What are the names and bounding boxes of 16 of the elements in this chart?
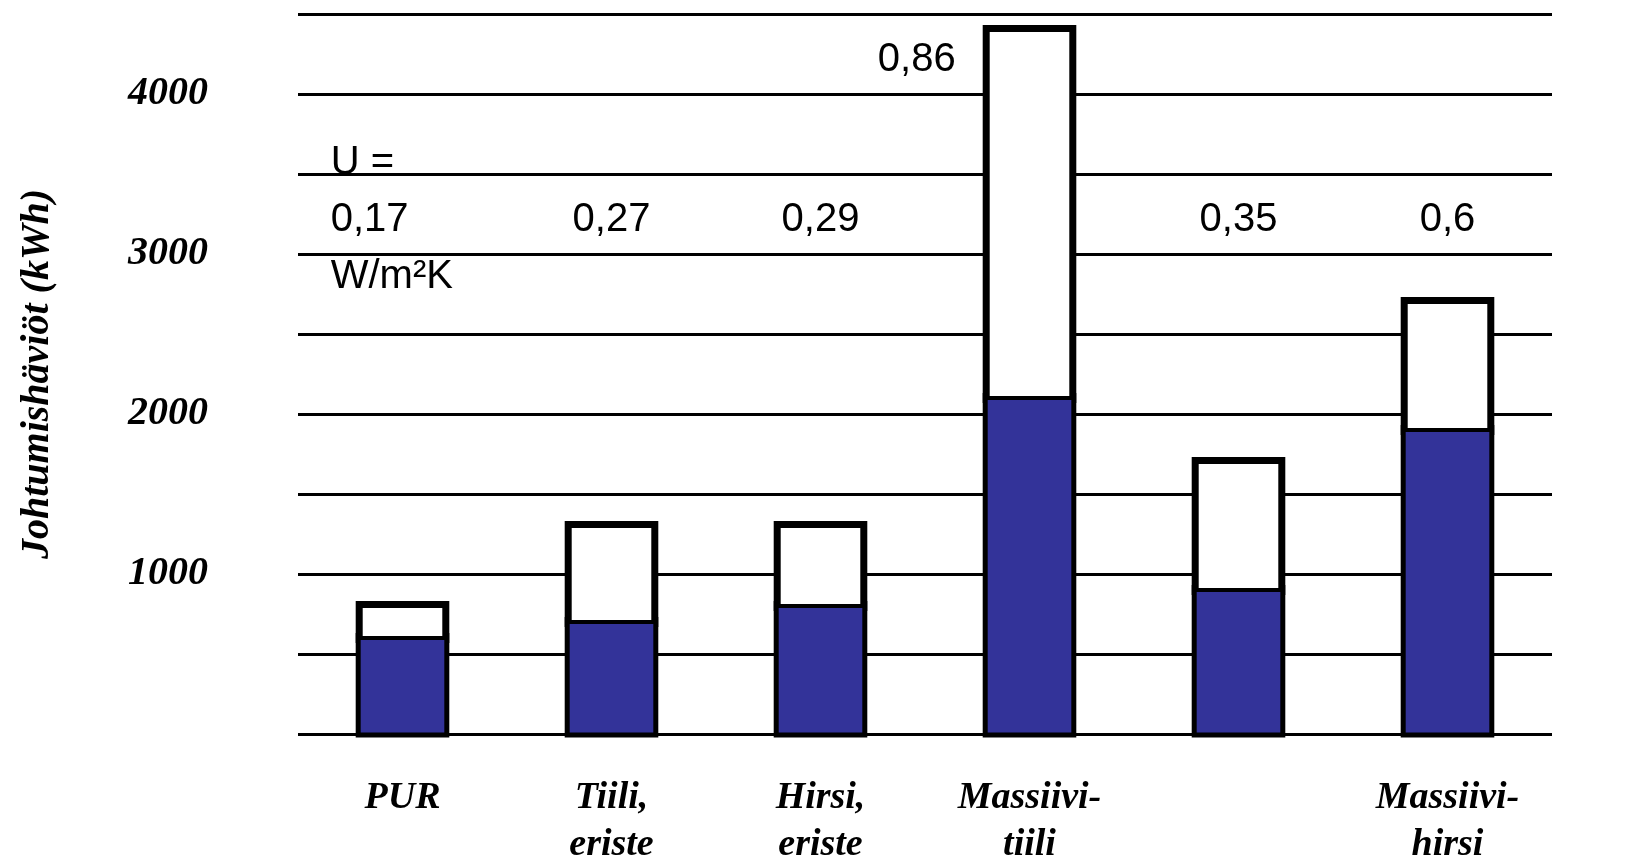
x-tick-label: PUR xyxy=(363,773,441,816)
y-tick-label: 1000 xyxy=(128,548,208,594)
y-tick-label: 2000 xyxy=(127,388,208,434)
x-tick-label: Massiivi- tiili xyxy=(956,773,1102,864)
y-tick-label: 4000 xyxy=(127,68,208,114)
y-axis-title: Johtumishäviöt (kWh) xyxy=(12,188,58,561)
annotation: 0,35 xyxy=(1199,195,1278,240)
annotation: 0,29 xyxy=(781,195,860,240)
annotation: 0,6 xyxy=(1419,195,1476,240)
annotation: 0,27 xyxy=(572,195,651,240)
annotation: 0,86 xyxy=(877,35,956,80)
x-tick-label: Massiivi- hirsi xyxy=(1374,773,1520,864)
x-tick-label: Tiili, eriste xyxy=(569,773,654,864)
x-tick-label: Hirsi, eriste xyxy=(774,773,866,864)
annotation: U = 0,17 W/m²K xyxy=(330,138,454,297)
y-tick-label: 3000 xyxy=(127,228,208,274)
